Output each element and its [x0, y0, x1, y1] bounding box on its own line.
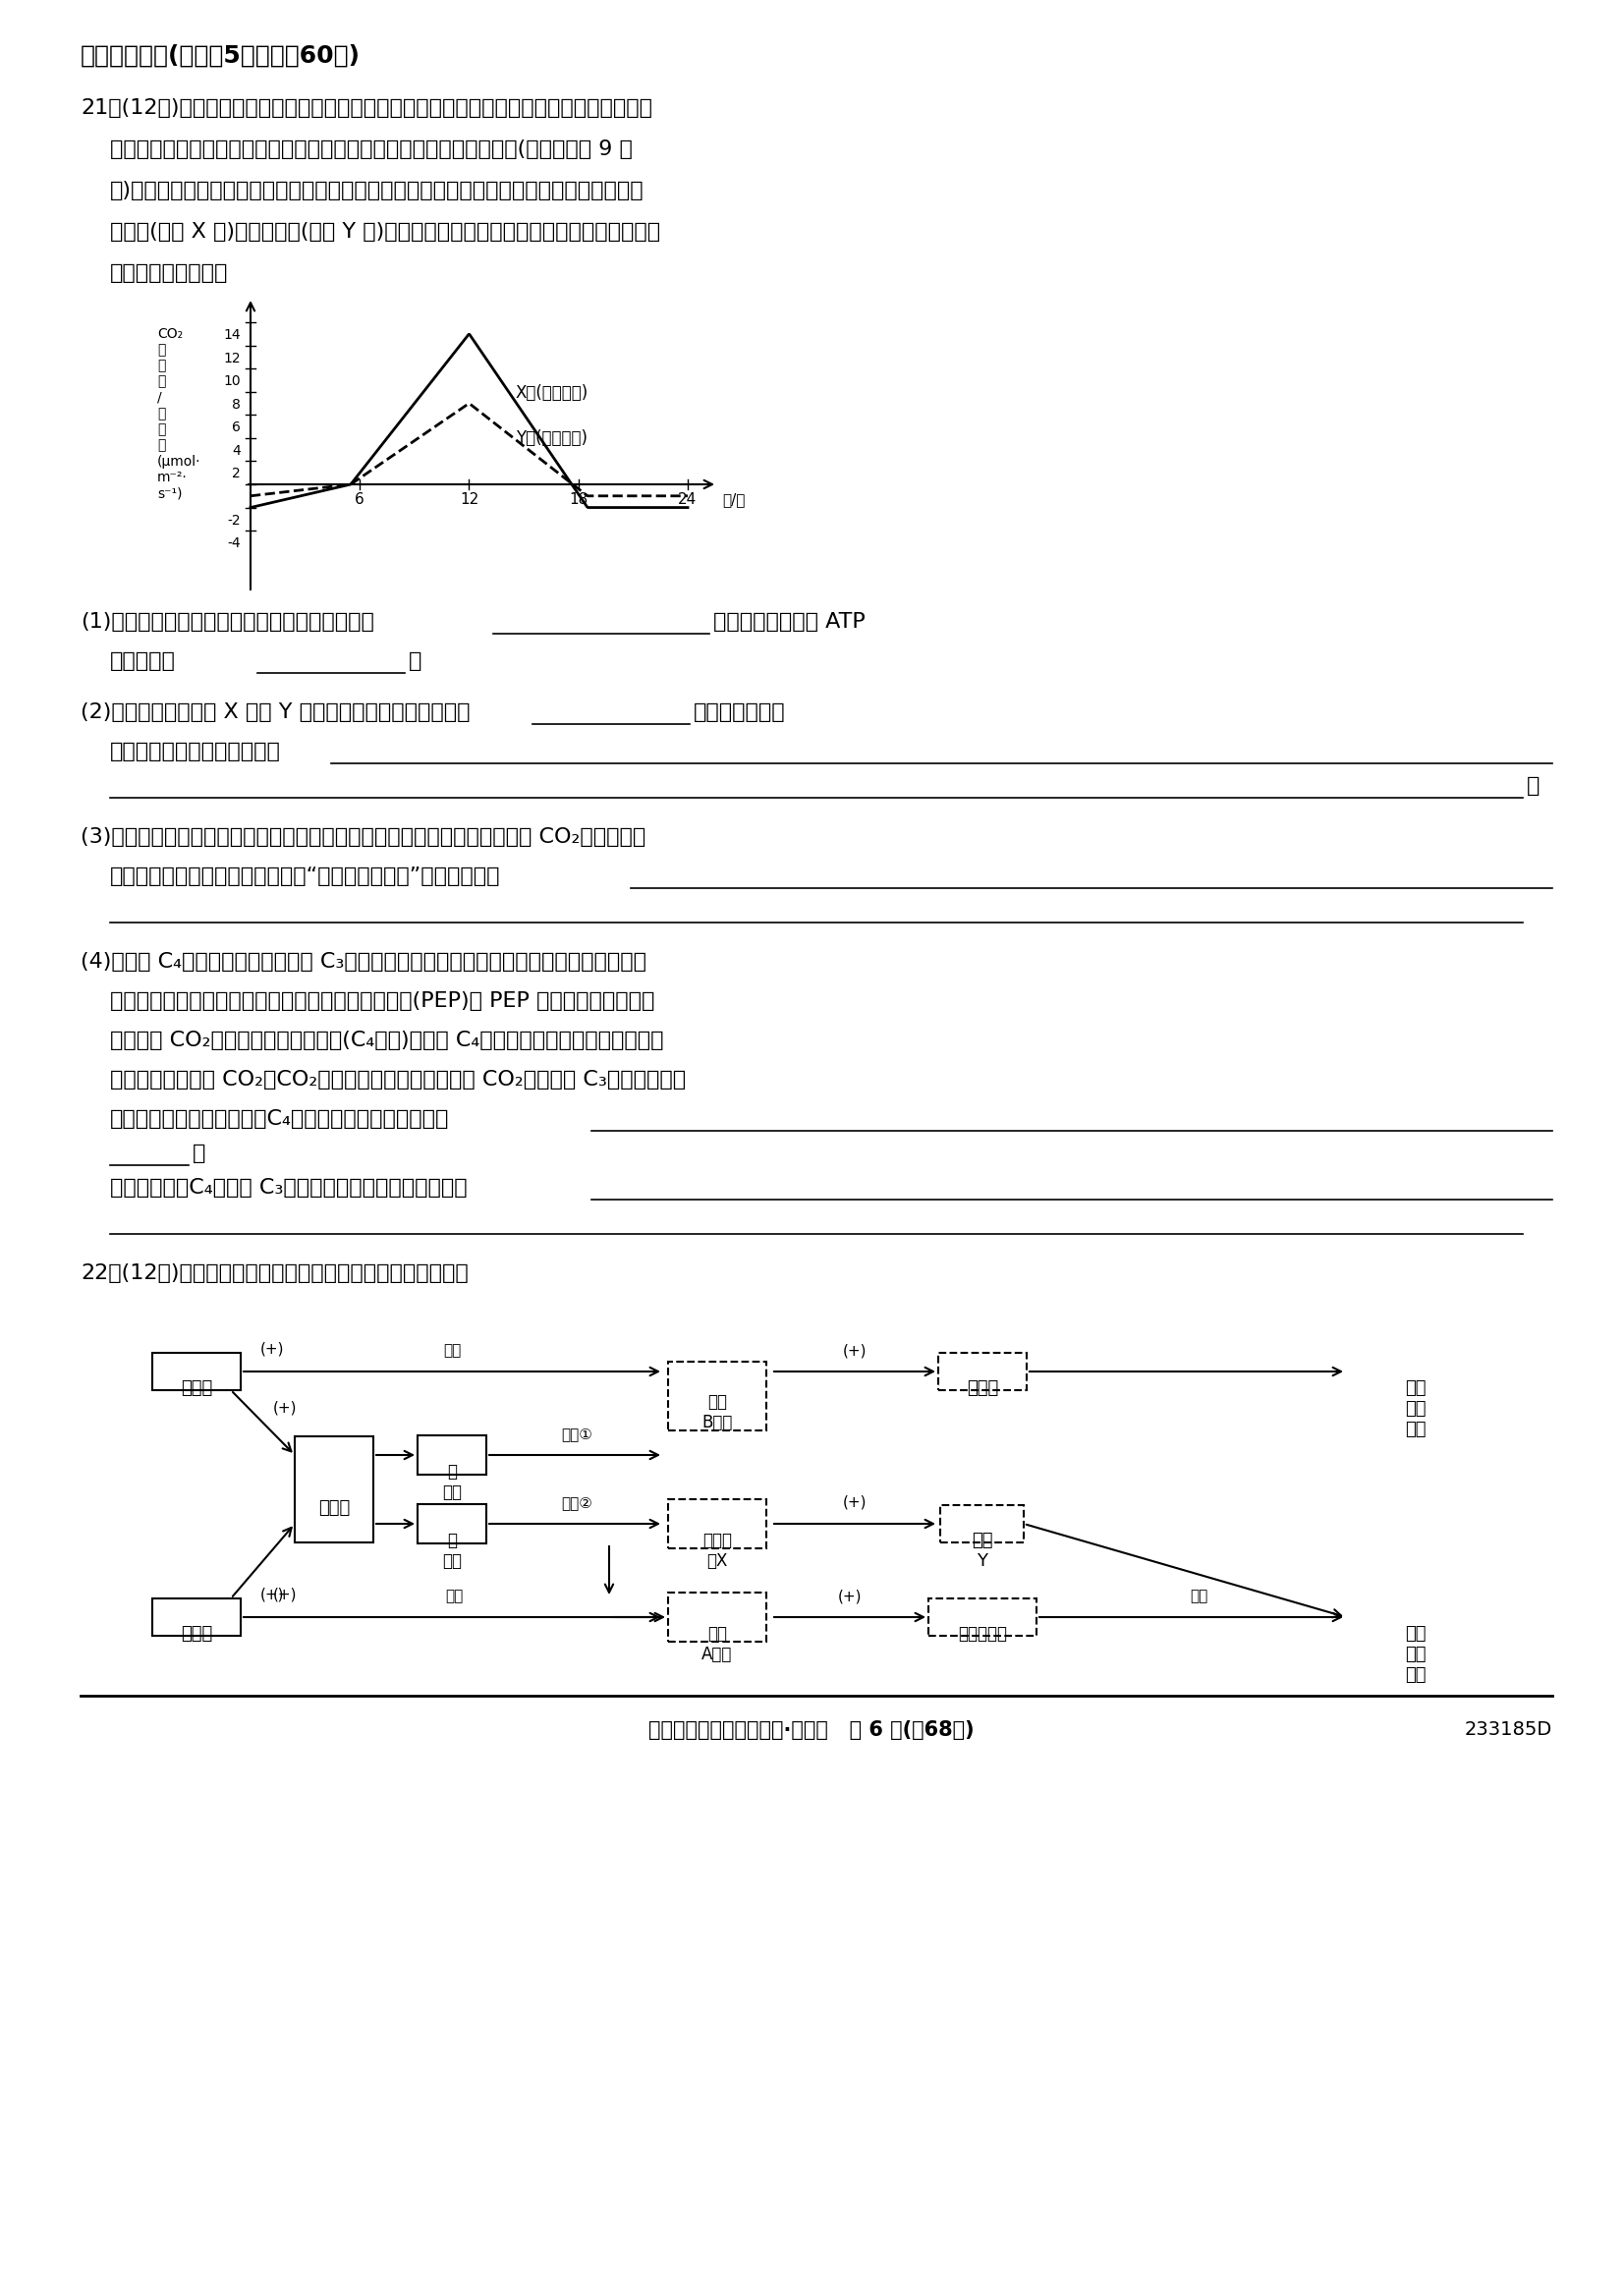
Text: 22．(12分)如图为人体血糖平衡调节示意图，回答下列问题：: 22．(12分)如图为人体血糖平衡调节示意图，回答下列问题：	[81, 1265, 468, 1283]
Text: 示。回答下列问题：: 示。回答下列问题：	[110, 264, 229, 282]
Text: 。: 。	[193, 1143, 206, 1164]
Text: 6: 6	[232, 420, 240, 434]
Text: 下丘脑: 下丘脑	[318, 1499, 349, 1517]
Text: 胰高血糖素: 胰高血糖素	[958, 1625, 1007, 1643]
Text: 内分泌
腼X: 内分泌 腼X	[703, 1531, 732, 1570]
Text: (+): (+)	[260, 1586, 284, 1602]
Text: (+): (+)	[260, 1340, 284, 1356]
Text: 上；叶绿体中合成 ATP: 上；叶绿体中合成 ATP	[713, 613, 866, 631]
Text: 6: 6	[356, 491, 365, 507]
Text: X叶(顶部叶片): X叶(顶部叶片)	[515, 383, 588, 402]
Text: 血糖高: 血糖高	[180, 1379, 213, 1398]
Bar	[667, 1593, 767, 1641]
Text: ，据图分析，人: ，据图分析，人	[693, 702, 786, 723]
Text: (+): (+)	[273, 1588, 297, 1602]
Text: -4: -4	[227, 537, 240, 551]
Text: 分泌: 分泌	[1190, 1588, 1208, 1604]
Text: 胰岛素: 胰岛素	[966, 1379, 999, 1398]
Text: 直接: 直接	[443, 1343, 461, 1359]
Bar	[153, 1352, 240, 1391]
Bar	[417, 1503, 486, 1545]
Text: 在进行光合作用时，叶肉细胞里的磷酸烯醃式丙香酸(PEP)经 PEP 羞化餓的作用，能与: 在进行光合作用时，叶肉细胞里的磷酸烯醃式丙香酸(PEP)经 PEP 羞化餓的作用…	[110, 991, 654, 1010]
Text: (3)进一步研究表明，种植甘蔗的大田中，从甘蔗植株的顶部到其基部，大气 CO₂浓度迅速下: (3)进一步研究表明，种植甘蔗的大田中，从甘蔗植株的顶部到其基部，大气 CO₂浓…	[81, 826, 646, 847]
Text: 12: 12	[224, 351, 240, 365]
Bar	[294, 1437, 374, 1542]
Text: (4)甘蔗是 C₄植物，与水稻、小麦等 C₃植物的光合作用只发生在叶肉细胞中有所不同，甘蔗: (4)甘蔗是 C₄植物，与水稻、小麦等 C₃植物的光合作用只发生在叶肉细胞中有所…	[81, 952, 646, 971]
Text: 部叶片(设为 X 叶)和基部叶片(设为 Y 叶)分别进行光合作用强度的测定，实验结果如图所: 部叶片(设为 X 叶)和基部叶片(设为 Y 叶)分别进行光合作用强度的测定，实验…	[110, 223, 661, 241]
Bar	[417, 1434, 486, 1476]
Text: (+): (+)	[838, 1588, 862, 1604]
Text: 2: 2	[232, 468, 240, 482]
Text: 。: 。	[409, 652, 422, 670]
Text: (1)在甘蔗植株叶片的叶绿体中，光合色素分布在: (1)在甘蔗植株叶片的叶绿体中，光合色素分布在	[81, 613, 374, 631]
Text: 生长期后，人们会削除甘蔗基部的叶片，只保持甘蔗中部和顶部的叶片(通常只保留 9 片: 生长期后，人们会削除甘蔗基部的叶片，只保持甘蔗中部和顶部的叶片(通常只保留 9 …	[110, 140, 633, 158]
Text: 8: 8	[232, 397, 240, 411]
Text: 生成糖类等有机物。可见，C₄植物参与光合作用的细胞有: 生成糖类等有机物。可见，C₄植物参与光合作用的细胞有	[110, 1108, 450, 1129]
Text: 。: 。	[1527, 776, 1540, 796]
Text: 神经②: 神经②	[560, 1496, 593, 1510]
Text: 某
区域: 某 区域	[442, 1462, 461, 1501]
Text: 胰岛
A篆胞: 胰岛 A篆胞	[702, 1625, 732, 1664]
Bar	[667, 1499, 767, 1549]
Text: 胰岛
B细胞: 胰岛 B细胞	[702, 1393, 732, 1432]
Text: (2)在白天，影响甘蔗 X 叶和 Y 叶光合作用的主要环境因素是: (2)在白天，影响甘蔗 X 叶和 Y 叶光合作用的主要环境因素是	[81, 702, 469, 723]
Text: 叶)，以达到增产、促熟和增糖的目的。为验证甘蔗削叶的科学性，研究人员随机选取甘蔗顶: 叶)，以达到增产、促熟和增糖的目的。为验证甘蔗削叶的科学性，研究人员随机选取甘蔗…	[110, 181, 645, 200]
Text: 10: 10	[224, 374, 240, 388]
Text: 们削除甘蔗基部叶片的原因是: 们削除甘蔗基部叶片的原因是	[110, 741, 281, 762]
Text: 降，削除甘蔗基部的叶片肯有利于“正其行、通其风”，最终目的是: 降，削除甘蔗基部的叶片肯有利于“正其行、通其风”，最终目的是	[110, 868, 500, 886]
Bar	[929, 1597, 1036, 1636]
Text: CO₂
吸
收
量
/
释
放
量
(μmol·
m⁻²·
s⁻¹): CO₂ 吸 收 量 / 释 放 量 (μmol· m⁻²· s⁻¹)	[158, 328, 201, 500]
Text: 时/天: 时/天	[723, 491, 745, 507]
Bar	[153, 1597, 240, 1636]
Text: 直接: 直接	[445, 1588, 463, 1604]
Text: 233185D: 233185D	[1465, 1721, 1553, 1740]
Text: 激素
Y: 激素 Y	[971, 1531, 992, 1570]
Bar	[939, 1352, 1026, 1391]
Text: 血糖
含量
上升: 血糖 含量 上升	[1405, 1625, 1426, 1685]
Bar	[667, 1361, 767, 1430]
Text: 4: 4	[232, 443, 240, 457]
Text: 12: 12	[460, 491, 479, 507]
Text: 一般情况下，C₄植物比 C₃植物的光合速率更高，原因在于: 一般情况下，C₄植物比 C₃植物的光合速率更高，原因在于	[110, 1177, 468, 1198]
Bar	[940, 1506, 1025, 1542]
Text: 血糖低: 血糖低	[180, 1625, 213, 1643]
Text: 14: 14	[224, 328, 240, 342]
Text: (+): (+)	[273, 1400, 297, 1416]
Text: Y叶(基部叶片): Y叶(基部叶片)	[515, 429, 588, 448]
Text: 另
区域: 另 区域	[442, 1531, 461, 1570]
Text: 血糖
含量
下降: 血糖 含量 下降	[1405, 1379, 1426, 1439]
Text: -2: -2	[227, 514, 240, 528]
Text: (+): (+)	[843, 1496, 867, 1510]
Text: 18: 18	[568, 491, 588, 507]
Text: 脱羞餓的作用释放 CO₂，CO₂在维管束鞘细胞叶绿体内经 CO₂的固定和 C₃的还原，最终: 脱羞餓的作用释放 CO₂，CO₂在维管束鞘细胞叶绿体内经 CO₂的固定和 C₃的…	[110, 1069, 685, 1090]
Text: 神经①: 神经①	[560, 1427, 593, 1441]
Text: 《高三阶段性质量检测卷·生物》   第 6 页(內68页): 《高三阶段性质量检测卷·生物》 第 6 页(內68页)	[648, 1721, 974, 1740]
Text: 的能量来自: 的能量来自	[110, 652, 175, 670]
Text: 低浓度的 CO₂结合，形成四碳化合物(C₄途径)，这些 C₄再转移到维管束鞘细胞中，通过: 低浓度的 CO₂结合，形成四碳化合物(C₄途径)，这些 C₄再转移到维管束鞘细胞…	[110, 1030, 664, 1051]
Text: (+): (+)	[843, 1343, 867, 1359]
Text: 24: 24	[679, 491, 697, 507]
Text: 二、非选择题(本题共5小题，內60分): 二、非选择题(本题共5小题，內60分)	[81, 44, 361, 69]
Text: 21．(12分)甘蔗植株高大、生长迅速，是我国两广和海南地区大量种植的经济作物。甘蔗进入: 21．(12分)甘蔗植株高大、生长迅速，是我国两广和海南地区大量种植的经济作物。…	[81, 99, 653, 117]
